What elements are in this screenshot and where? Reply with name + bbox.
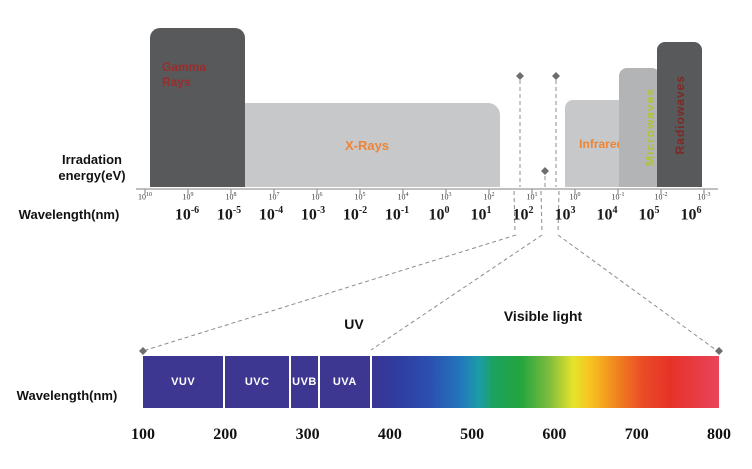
visible-region-label: Visible light: [503, 308, 583, 324]
bottom-axis-tick-label: 700: [624, 426, 649, 443]
energy-axis-title-line1: Irradation: [62, 152, 122, 167]
energy-axis-label: 100: [569, 192, 581, 202]
energy-axis-label: 109: [182, 192, 194, 202]
energy-axis-label: 106: [311, 192, 323, 202]
uv-segment-uvb: UVB: [291, 356, 320, 408]
marker-icon: [715, 347, 723, 355]
marker-icon: [541, 167, 549, 175]
wavelength-axis-label: 102: [512, 205, 534, 224]
gamma-rays-block: Gamma Rays: [150, 28, 245, 187]
radiowaves-block: Radiowaves: [657, 42, 702, 187]
wavelength-axis-label: 10-2: [342, 205, 368, 224]
spectrum-bar: VUV UVC UVB UVA: [143, 356, 719, 408]
energy-axis-label: 108: [225, 192, 237, 202]
bottom-axis-tick-label: 300: [295, 426, 320, 443]
wavelength-axis-label: 10-3: [300, 205, 326, 224]
energy-axis-title: Irradation energy(eV): [36, 152, 148, 184]
top-axis-line: [136, 188, 718, 194]
energy-axis-label: 1010: [138, 192, 152, 202]
energy-axis-label: 10-2: [654, 192, 668, 202]
xrays-block: X-Rays: [234, 103, 500, 187]
uv-region-label: UV: [344, 316, 364, 332]
marker-icon: [552, 72, 560, 80]
wavelength-axis-label: 104: [596, 205, 618, 224]
bottom-axis-tick-label: 400: [377, 426, 402, 443]
wavelength-axis-label: 103: [554, 205, 576, 224]
wavelength-axis-label: 101: [470, 205, 492, 224]
wavelength-axis-label: 106: [680, 205, 702, 224]
energy-axis-label: 107: [268, 192, 280, 202]
uv-segment-label: UVA: [332, 376, 357, 388]
axis-ticks: [144, 189, 705, 194]
energy-axis-label: 102: [483, 192, 495, 202]
energy-axis-label: 105: [354, 192, 366, 202]
xrays-label: X-Rays: [344, 137, 390, 153]
wavelength-axis-label: 100: [428, 205, 450, 224]
gamma-rays-label: Gamma Rays: [162, 60, 207, 89]
bottom-axis-tick-label: 600: [542, 426, 567, 443]
bottom-axis-tick-label: 800: [707, 426, 731, 443]
energy-axis-label: 101: [526, 192, 538, 202]
uv-segments: VUV UVC UVB UVA: [143, 356, 719, 408]
bottom-axis-tick-label: 200: [213, 426, 238, 443]
bottom-axis-tick-label: 500: [460, 426, 485, 443]
wavelength-axis-title-top: Wavelength(nm): [18, 207, 120, 222]
infrared-label: Infrared: [579, 136, 624, 151]
marker-icon: [139, 347, 147, 355]
wavelength-axis-label: 10-5: [216, 205, 242, 224]
radiowaves-label: Radiowaves: [672, 74, 687, 155]
uv-segment-label: UVB: [292, 376, 317, 388]
energy-axis-title-line2: energy(eV): [58, 168, 126, 183]
energy-axis-label: 10-1: [611, 192, 625, 202]
microwaves-label: Microwaves: [643, 88, 657, 167]
uv-segment-label: VUV: [171, 376, 196, 388]
wavelength-axis-label: 105: [638, 205, 660, 224]
uv-segment-uva: UVA: [319, 356, 372, 408]
uv-segment-uvc: UVC: [225, 356, 292, 408]
bottom-axis-tick-label: 100: [131, 426, 155, 443]
wavelength-axis-label: 10-1: [384, 205, 410, 224]
wavelength-axis-label: 10-6: [174, 205, 200, 224]
wavelength-axis-label: 10-4: [258, 205, 284, 224]
energy-axis-label: 103: [440, 192, 452, 202]
microwaves-block: Microwaves: [619, 68, 660, 187]
wavelength-axis-title-bottom: Wavelength(nm): [16, 388, 118, 403]
uv-segment-label: UVC: [244, 376, 270, 388]
uv-segment-vuv: VUV: [143, 356, 226, 408]
energy-axis-label: 104: [397, 192, 409, 202]
energy-axis-label: 10-3: [697, 192, 711, 202]
marker-icon: [516, 72, 524, 80]
visible-light-gradient: [371, 356, 719, 408]
